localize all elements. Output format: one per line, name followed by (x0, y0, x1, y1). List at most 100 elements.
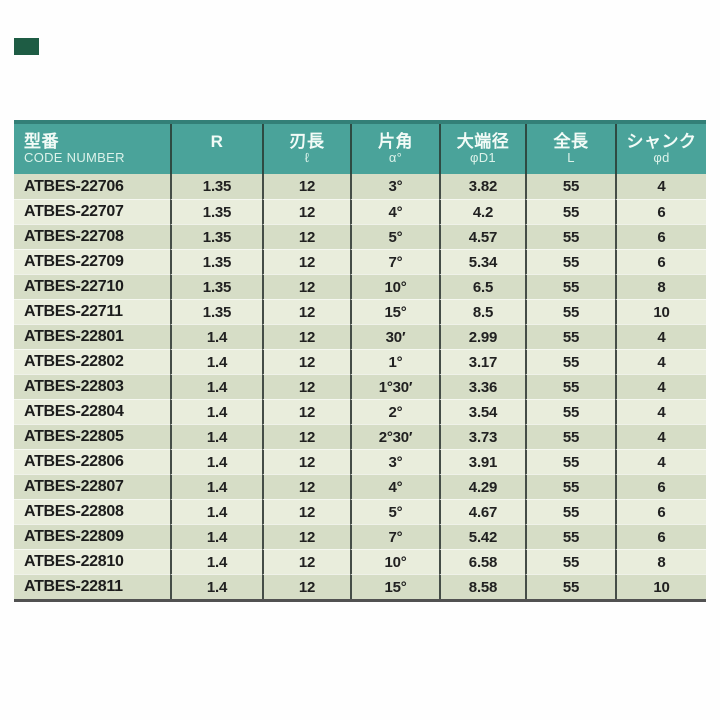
cell-code-number: ATBES-22810 (14, 549, 170, 574)
table-cell: 1.35 (170, 174, 262, 199)
table-cell: 55 (525, 224, 615, 249)
table-cell: 55 (525, 349, 615, 374)
corner-mark (14, 38, 39, 55)
table-cell: 1° (350, 349, 439, 374)
table-cell: 12 (262, 474, 350, 499)
table-cell: 55 (525, 424, 615, 449)
table-cell: 55 (525, 199, 615, 224)
table-row: ATBES-22807 1.4 12 4° 4.29 55 6 (14, 474, 706, 499)
cell-code-number: ATBES-22804 (14, 399, 170, 424)
table-row: ATBES-22811 1.4 12 15° 8.58 55 10 (14, 574, 706, 599)
table-cell: 6.5 (439, 274, 525, 299)
column-header-label: 全長 (553, 131, 589, 151)
table-cell: 12 (262, 249, 350, 274)
table-row: ATBES-22710 1.35 12 10° 6.5 55 8 (14, 274, 706, 299)
table-cell: 1.4 (170, 449, 262, 474)
table-row: ATBES-22808 1.4 12 5° 4.67 55 6 (14, 499, 706, 524)
table-cell: 12 (262, 324, 350, 349)
table-cell: 1.35 (170, 224, 262, 249)
table-cell: 1.4 (170, 574, 262, 599)
table-cell: 12 (262, 299, 350, 324)
table-cell: 6 (615, 199, 706, 224)
cell-code-number: ATBES-22805 (14, 424, 170, 449)
table-cell: 4 (615, 449, 706, 474)
table-cell: 55 (525, 549, 615, 574)
table-cell: 1.4 (170, 549, 262, 574)
table-cell: 30′ (350, 324, 439, 349)
table-cell: 10 (615, 299, 706, 324)
table-cell: 1.4 (170, 499, 262, 524)
table-cell: 55 (525, 499, 615, 524)
table-cell: 5.42 (439, 524, 525, 549)
table-cell: 7° (350, 524, 439, 549)
table-cell: 12 (262, 349, 350, 374)
table-cell: 2°30′ (350, 424, 439, 449)
table-cell: 12 (262, 399, 350, 424)
table-cell: 4.67 (439, 499, 525, 524)
table-cell: 4 (615, 399, 706, 424)
table-cell: 3.17 (439, 349, 525, 374)
table-cell: 55 (525, 274, 615, 299)
table-cell: 12 (262, 274, 350, 299)
table-cell: 2.99 (439, 324, 525, 349)
table-cell: 8 (615, 549, 706, 574)
cell-code-number: ATBES-22708 (14, 224, 170, 249)
column-header-shank: シャンク φd (615, 124, 706, 174)
table-cell: 3.54 (439, 399, 525, 424)
table-row: ATBES-22806 1.4 12 3° 3.91 55 4 (14, 449, 706, 474)
table-cell: 8 (615, 274, 706, 299)
table-cell: 1.4 (170, 349, 262, 374)
table-cell: 55 (525, 174, 615, 199)
table-header: 型番 CODE NUMBER R 刃長 ℓ 片角 α° 大端径 φD1 全長 L シャンク φd (14, 120, 706, 174)
column-header-symbol: L (567, 150, 575, 166)
table-cell: 7° (350, 249, 439, 274)
table-cell: 5.34 (439, 249, 525, 274)
cell-code-number: ATBES-22711 (14, 299, 170, 324)
table-cell: 3.73 (439, 424, 525, 449)
column-header-symbol: α° (388, 150, 403, 166)
column-header-label: シャンク (626, 131, 697, 151)
table-cell: 12 (262, 224, 350, 249)
table-row: ATBES-22706 1.35 12 3° 3.82 55 4 (14, 174, 706, 199)
cell-code-number: ATBES-22710 (14, 274, 170, 299)
table-cell: 6 (615, 249, 706, 274)
column-header-symbol: CODE NUMBER (24, 150, 125, 166)
table-row: ATBES-22801 1.4 12 30′ 2.99 55 4 (14, 324, 706, 349)
table-cell: 12 (262, 424, 350, 449)
cell-code-number: ATBES-22706 (14, 174, 170, 199)
table-row: ATBES-22803 1.4 12 1°30′ 3.36 55 4 (14, 374, 706, 399)
table-cell: 1.4 (170, 524, 262, 549)
table-row: ATBES-22805 1.4 12 2°30′ 3.73 55 4 (14, 424, 706, 449)
table-cell: 3° (350, 449, 439, 474)
table-cell: 1.35 (170, 249, 262, 274)
table-cell: 55 (525, 324, 615, 349)
table-row: ATBES-22804 1.4 12 2° 3.54 55 4 (14, 399, 706, 424)
table-cell: 4° (350, 199, 439, 224)
table-cell: 4° (350, 474, 439, 499)
table-cell: 6 (615, 224, 706, 249)
column-header-label: 片角 (378, 131, 413, 151)
column-header-label: R (210, 131, 224, 151)
table-cell: 55 (525, 249, 615, 274)
table-cell: 1.35 (170, 274, 262, 299)
table-cell: 15° (350, 574, 439, 599)
table-cell: 4.29 (439, 474, 525, 499)
table-cell: 4.57 (439, 224, 525, 249)
table-cell: 8.5 (439, 299, 525, 324)
table-cell: 1.4 (170, 399, 262, 424)
table-cell: 15° (350, 299, 439, 324)
table-row: ATBES-22810 1.4 12 10° 6.58 55 8 (14, 549, 706, 574)
table-cell: 4 (615, 424, 706, 449)
cell-code-number: ATBES-22809 (14, 524, 170, 549)
cell-code-number: ATBES-22801 (14, 324, 170, 349)
table-cell: 6 (615, 524, 706, 549)
column-header-r: R (170, 124, 262, 174)
table-cell: 12 (262, 549, 350, 574)
column-header-overall-length: 全長 L (525, 124, 615, 174)
cell-code-number: ATBES-22802 (14, 349, 170, 374)
column-header-code-number: 型番 CODE NUMBER (14, 124, 170, 174)
table-cell: 6 (615, 499, 706, 524)
cell-code-number: ATBES-22803 (14, 374, 170, 399)
table-row: ATBES-22809 1.4 12 7° 5.42 55 6 (14, 524, 706, 549)
